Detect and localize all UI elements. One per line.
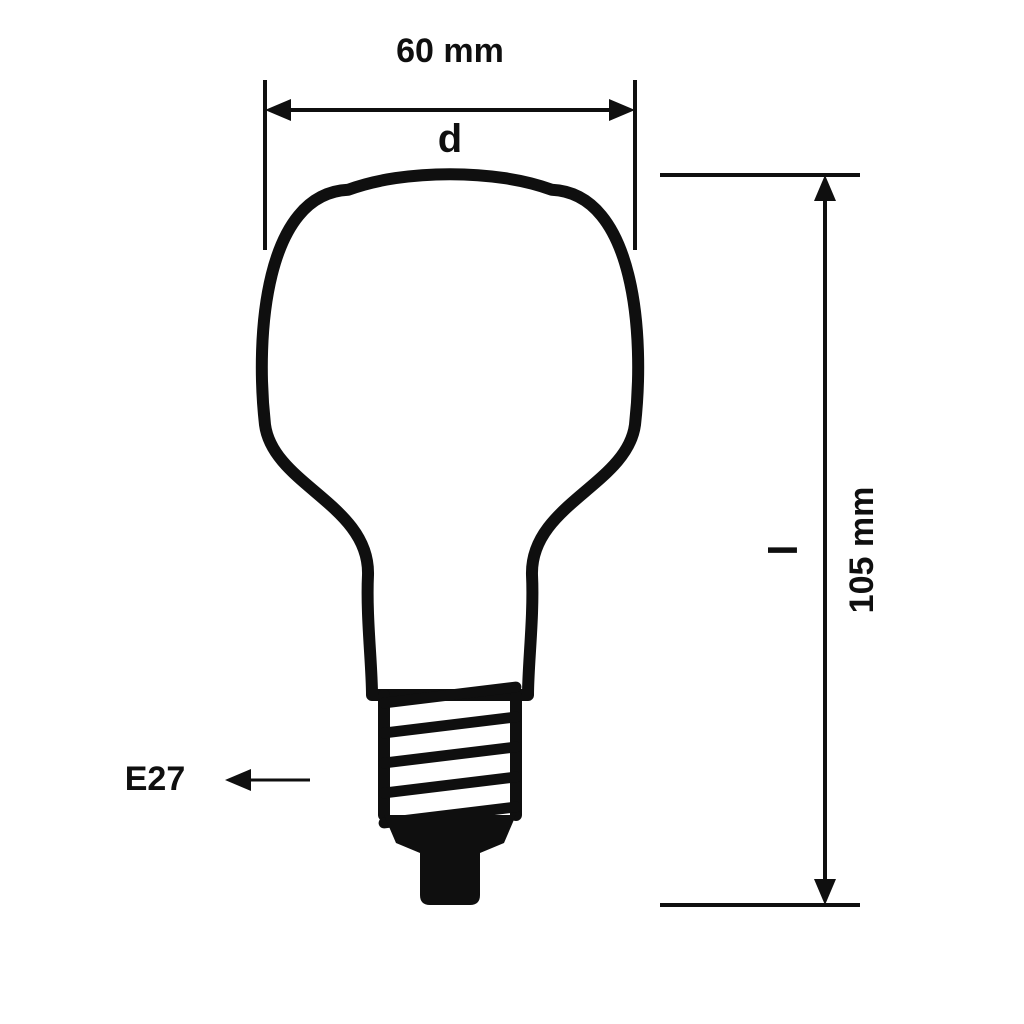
socket-type-label: E27	[125, 760, 186, 798]
dim-height-variable: l	[762, 544, 806, 555]
dim-height-value: 105 mm	[843, 487, 881, 614]
dim-width-variable: d	[438, 117, 462, 161]
bulb-dimension-diagram: 60 mm d 105 mm l E27	[0, 0, 1024, 1024]
dim-width-value: 60 mm	[396, 32, 504, 70]
